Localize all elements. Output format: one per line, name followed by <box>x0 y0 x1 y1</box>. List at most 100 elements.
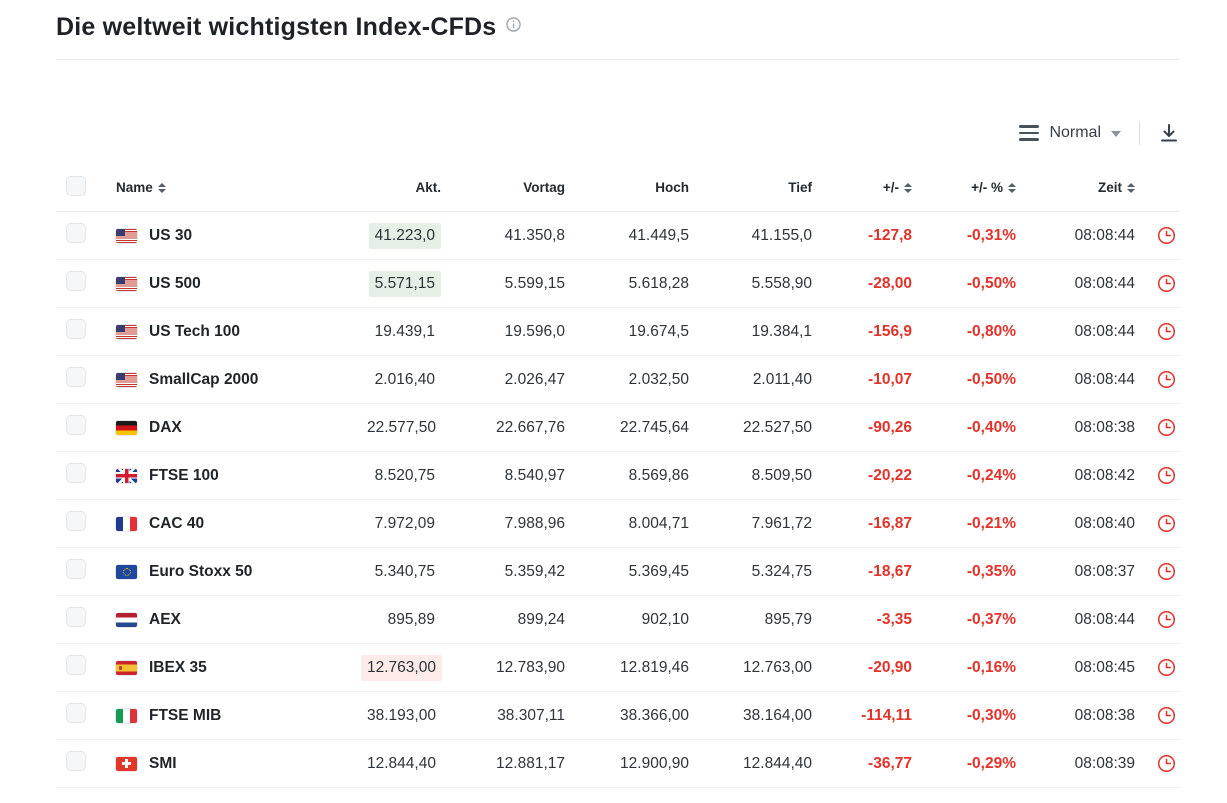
table-row: FTSE 100 8.520,75 8.540,97 8.569,86 8.50… <box>56 451 1180 500</box>
row-checkbox[interactable] <box>66 223 86 243</box>
day-high: 8.569,86 <box>575 451 699 500</box>
hamburger-icon <box>1019 125 1040 141</box>
instrument-name[interactable]: FTSE 100 <box>149 466 219 484</box>
row-checkbox[interactable] <box>66 703 86 723</box>
day-low: 2.011,40 <box>699 355 822 404</box>
row-checkbox[interactable] <box>66 463 86 483</box>
prev-close: 38.307,11 <box>451 691 575 740</box>
clock-icon <box>1157 322 1176 341</box>
quote-time: 08:08:38 <box>1026 403 1145 452</box>
clock-icon <box>1157 466 1176 485</box>
toolbar-divider <box>1139 121 1140 145</box>
day-high: 12.900,90 <box>575 739 699 788</box>
country-flag-icon <box>116 708 137 723</box>
clock-icon <box>1157 706 1176 725</box>
prev-close: 19.596,0 <box>451 307 575 356</box>
day-high: 19.674,5 <box>575 307 699 356</box>
change-percent: -0,50% <box>922 355 1026 404</box>
table-row: SmallCap 2000 2.016,40 2.026,47 2.032,50… <box>56 355 1180 404</box>
day-low: 19.384,1 <box>699 307 822 356</box>
col-header-name[interactable]: Name <box>106 176 351 212</box>
info-icon[interactable] <box>506 17 522 32</box>
instrument-name[interactable]: CAC 40 <box>149 514 205 532</box>
table-row: CAC 40 7.972,09 7.988,96 8.004,71 7.961,… <box>56 499 1180 548</box>
change-value: -156,9 <box>822 307 922 356</box>
instrument-name[interactable]: DAX <box>149 418 182 436</box>
day-low: 5.324,75 <box>699 547 822 596</box>
prev-close: 5.359,42 <box>451 547 575 596</box>
select-all-checkbox[interactable] <box>66 176 86 196</box>
day-high: 902,10 <box>575 595 699 644</box>
change-percent: -0,30% <box>922 691 1026 740</box>
change-value: -114,11 <box>822 691 922 740</box>
last-price: 12.844,40 <box>367 754 436 772</box>
view-mode-dropdown[interactable]: Normal <box>1019 124 1121 142</box>
day-low: 895,79 <box>699 595 822 644</box>
last-price: 41.223,0 <box>368 222 441 249</box>
title-row: Die weltweit wichtigsten Index-CFDs <box>0 0 1227 42</box>
instrument-name[interactable]: US 30 <box>149 226 193 244</box>
quote-time: 08:08:44 <box>1026 355 1145 404</box>
instrument-name[interactable]: US 500 <box>149 274 201 292</box>
country-flag-icon <box>116 228 137 243</box>
day-low: 7.961,72 <box>699 499 822 548</box>
day-high: 5.618,28 <box>575 259 699 308</box>
day-low: 12.844,40 <box>699 739 822 788</box>
quote-time: 08:08:44 <box>1026 211 1145 260</box>
sort-arrows-icon <box>1127 182 1135 193</box>
col-header-change-pct[interactable]: +/- % <box>922 176 1026 212</box>
table-row: AEX 895,89 899,24 902,10 895,79 -3,35 -0… <box>56 595 1180 644</box>
row-checkbox[interactable] <box>66 319 86 339</box>
change-value: -20,90 <box>822 643 922 692</box>
change-value: -10,07 <box>822 355 922 404</box>
quote-time: 08:08:38 <box>1026 691 1145 740</box>
instrument-name[interactable]: US Tech 100 <box>149 322 241 340</box>
row-checkbox[interactable] <box>66 271 86 291</box>
col-header-time[interactable]: Zeit <box>1026 176 1145 212</box>
row-checkbox[interactable] <box>66 607 86 627</box>
instrument-name[interactable]: FTSE MIB <box>149 706 222 724</box>
row-checkbox[interactable] <box>66 367 86 387</box>
country-flag-icon <box>116 516 137 531</box>
last-price: 12.763,00 <box>361 654 442 681</box>
country-flag-icon <box>116 372 137 387</box>
day-low: 8.509,50 <box>699 451 822 500</box>
download-button[interactable] <box>1158 122 1180 144</box>
last-price: 895,89 <box>387 610 435 628</box>
day-high: 8.004,71 <box>575 499 699 548</box>
row-checkbox[interactable] <box>66 655 86 675</box>
sort-arrows-icon <box>904 182 912 193</box>
row-checkbox[interactable] <box>66 511 86 531</box>
instrument-name[interactable]: IBEX 35 <box>149 658 207 676</box>
change-percent: -0,24% <box>922 451 1026 500</box>
row-checkbox[interactable] <box>66 751 86 771</box>
prev-close: 5.599,15 <box>451 259 575 308</box>
change-value: -3,35 <box>822 595 922 644</box>
change-percent: -0,35% <box>922 547 1026 596</box>
day-low: 22.527,50 <box>699 403 822 452</box>
page-title: Die weltweit wichtigsten Index-CFDs <box>56 13 497 41</box>
title-divider <box>56 59 1180 60</box>
day-high: 2.032,50 <box>575 355 699 404</box>
change-value: -18,67 <box>822 547 922 596</box>
col-header-last: Akt. <box>351 176 451 212</box>
country-flag-icon <box>116 756 137 771</box>
last-price: 8.520,75 <box>374 466 435 484</box>
table-header-row: Name Akt. Vortag Hoch Tief +/- +/- % Zei… <box>56 176 1180 212</box>
day-high: 38.366,00 <box>575 691 699 740</box>
change-percent: -0,40% <box>922 403 1026 452</box>
row-checkbox[interactable] <box>66 559 86 579</box>
change-value: -20,22 <box>822 451 922 500</box>
quote-time: 08:08:44 <box>1026 259 1145 308</box>
col-header-change[interactable]: +/- <box>822 176 922 212</box>
instrument-name[interactable]: SMI <box>149 754 177 772</box>
instrument-name[interactable]: Euro Stoxx 50 <box>149 562 253 580</box>
instrument-name[interactable]: SmallCap 2000 <box>149 370 259 388</box>
table-row: US Tech 100 19.439,1 19.596,0 19.674,5 1… <box>56 307 1180 356</box>
instrument-name[interactable]: AEX <box>149 610 181 628</box>
quote-time: 08:08:42 <box>1026 451 1145 500</box>
last-price: 7.972,09 <box>374 514 435 532</box>
view-mode-label: Normal <box>1049 124 1101 141</box>
row-checkbox[interactable] <box>66 415 86 435</box>
